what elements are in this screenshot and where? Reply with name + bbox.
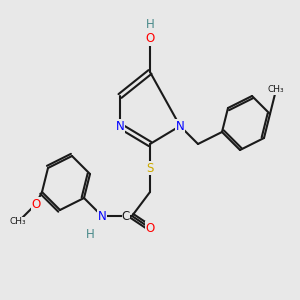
Text: CH₃: CH₃ (10, 218, 26, 226)
Text: O: O (146, 221, 154, 235)
Text: N: N (116, 119, 124, 133)
Text: CH₃: CH₃ (268, 85, 284, 94)
Text: N: N (176, 119, 184, 133)
Text: N: N (98, 209, 106, 223)
Text: S: S (146, 161, 154, 175)
Text: O: O (32, 197, 40, 211)
Text: H: H (85, 227, 94, 241)
Text: O: O (146, 32, 154, 46)
Text: H: H (146, 17, 154, 31)
Text: C: C (122, 209, 130, 223)
